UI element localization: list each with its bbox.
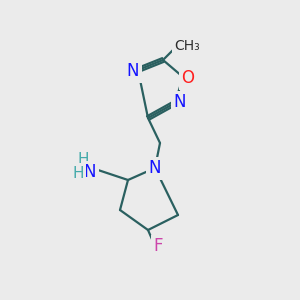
Text: N: N bbox=[149, 159, 161, 177]
Text: N: N bbox=[127, 62, 139, 80]
Text: N: N bbox=[84, 163, 96, 181]
Text: H: H bbox=[77, 152, 89, 167]
Text: CH₃: CH₃ bbox=[174, 39, 200, 53]
Text: H: H bbox=[72, 166, 84, 181]
Text: O: O bbox=[182, 69, 194, 87]
Text: N: N bbox=[174, 93, 186, 111]
Text: F: F bbox=[153, 237, 163, 255]
